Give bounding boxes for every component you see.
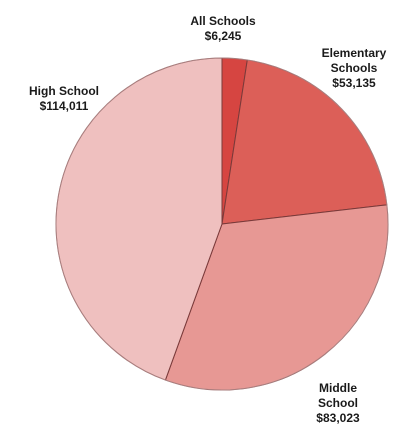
slice-label-name: Elementary	[321, 46, 387, 60]
slice-elementary-schools	[221, 59, 388, 225]
slice-middle-school	[164, 204, 389, 391]
slice-label-name: School	[317, 396, 358, 410]
slice-label-value: $6,245	[204, 29, 242, 43]
slice-label-value: $114,011	[39, 99, 89, 113]
slice-high-school	[55, 57, 223, 381]
slice-label-name: High School	[29, 84, 99, 98]
pie-slices	[55, 57, 389, 391]
slice-label-all-schools: All Schools $6,245	[175, 14, 271, 44]
slice-label-name: Middle	[319, 381, 357, 395]
pie-outline	[55, 57, 389, 391]
slice-label-name: All Schools	[190, 14, 256, 28]
slice-label-value: $83,023	[316, 411, 360, 425]
slice-label-value: $53,135	[332, 76, 376, 90]
slice-label-elementary-schools: Elementary Schools $53,135	[304, 46, 404, 91]
slice-label-name: Schools	[330, 61, 378, 75]
slice-label-middle-school: Middle School $83,023	[303, 381, 373, 426]
slice-label-high-school: High School $114,011	[16, 84, 112, 114]
